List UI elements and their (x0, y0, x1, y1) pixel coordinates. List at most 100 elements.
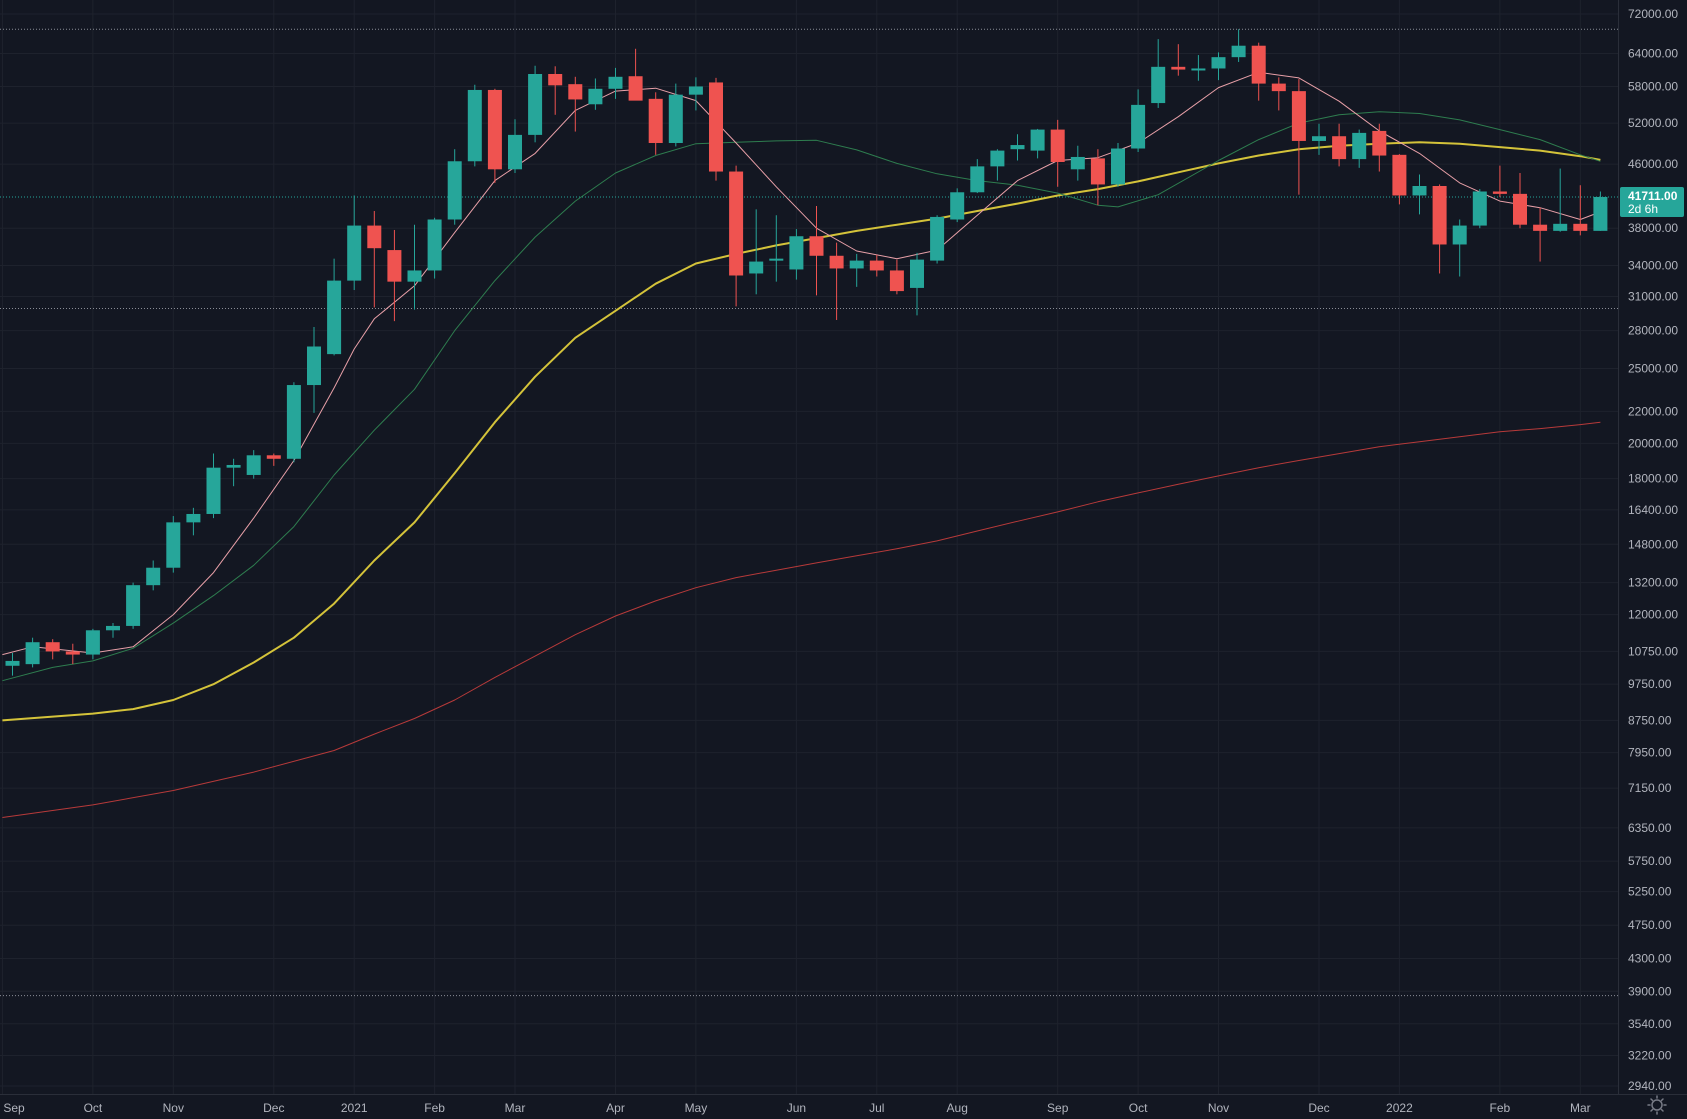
time-axis[interactable]: Sep Oct Nov Dec 2021 Feb Mar Apr May Jun Jul Aug Sep… (0, 1094, 1687, 1116)
candle[interactable] (1432, 184, 1447, 274)
candle[interactable] (206, 453, 221, 519)
candle[interactable] (1553, 168, 1568, 232)
candle[interactable] (990, 149, 1005, 181)
candle[interactable] (226, 458, 241, 487)
candle[interactable] (1452, 219, 1467, 277)
candle[interactable] (1010, 134, 1025, 161)
candle[interactable] (387, 229, 402, 322)
candle[interactable] (1472, 189, 1487, 229)
candle[interactable] (849, 253, 864, 287)
candle[interactable] (508, 119, 522, 174)
candle[interactable] (1533, 207, 1548, 262)
candle[interactable] (1513, 173, 1527, 229)
candle[interactable] (1030, 128, 1045, 159)
candle[interactable] (1131, 89, 1146, 153)
candle[interactable] (367, 211, 382, 308)
candle[interactable] (1332, 123, 1347, 167)
candle[interactable] (1090, 149, 1105, 206)
candle[interactable] (869, 254, 884, 277)
candle[interactable] (1231, 29, 1246, 62)
candle[interactable] (1211, 52, 1226, 81)
candle[interactable] (126, 582, 141, 629)
candle[interactable] (1111, 142, 1125, 187)
candle-body (5, 660, 20, 666)
price-axis[interactable]: 72000.00 64000.00 58000.00 52000.00 46000.00… (1618, 0, 1679, 1094)
candle[interactable] (25, 637, 40, 668)
candle[interactable] (487, 88, 502, 183)
candle-body (1412, 185, 1427, 196)
candle[interactable] (528, 65, 543, 143)
candle[interactable] (286, 382, 301, 463)
candle[interactable] (648, 92, 663, 155)
candle[interactable] (307, 326, 321, 413)
candle[interactable] (146, 560, 161, 591)
moving-average-short-line (2, 71, 1601, 656)
candle[interactable] (709, 77, 723, 181)
candle[interactable] (1070, 145, 1085, 181)
candle[interactable] (1050, 119, 1065, 187)
candle[interactable] (608, 67, 623, 99)
candle[interactable] (447, 149, 462, 225)
candle[interactable] (588, 78, 603, 110)
candle[interactable] (246, 450, 261, 479)
candle[interactable] (5, 652, 20, 676)
candle-body (327, 280, 342, 355)
candle[interactable] (568, 76, 583, 132)
candle[interactable] (186, 507, 201, 536)
candle[interactable] (347, 195, 362, 291)
time-tick-label: Feb (1490, 1101, 1511, 1115)
candle[interactable] (1492, 165, 1507, 198)
candle[interactable] (789, 229, 804, 280)
candle[interactable] (467, 84, 482, 167)
candle[interactable] (769, 215, 784, 282)
candle[interactable] (427, 217, 442, 279)
candle-body (166, 522, 181, 568)
candle-body (85, 630, 100, 655)
candle[interactable] (85, 628, 100, 660)
candle[interactable] (628, 48, 643, 101)
candle[interactable] (1372, 123, 1387, 172)
candle[interactable] (950, 188, 965, 223)
candle[interactable] (548, 66, 563, 115)
candle[interactable] (1271, 77, 1286, 111)
candle[interactable] (688, 77, 703, 111)
candle[interactable] (809, 206, 824, 296)
candle[interactable] (1392, 154, 1407, 205)
candle[interactable] (45, 639, 60, 660)
candle[interactable] (407, 224, 422, 310)
candle[interactable] (1151, 39, 1166, 108)
candle[interactable] (910, 252, 924, 316)
price-tick-label: 20000.00 (1628, 436, 1678, 450)
candle[interactable] (1352, 129, 1367, 168)
candle-body (1050, 129, 1065, 162)
candle-body (246, 455, 261, 475)
candle[interactable] (1412, 174, 1427, 215)
candle[interactable] (327, 258, 342, 356)
price-tick-label: 6350.00 (1628, 821, 1672, 835)
settings-gear-icon[interactable] (1647, 1095, 1667, 1115)
candle[interactable] (1573, 185, 1588, 236)
candle[interactable] (166, 516, 181, 573)
time-tick-label: Jun (787, 1101, 806, 1115)
candle[interactable] (266, 453, 281, 466)
candle[interactable] (749, 209, 764, 295)
candle[interactable] (889, 259, 904, 295)
candle[interactable] (106, 623, 120, 638)
candle[interactable] (65, 643, 80, 665)
candle-body (668, 94, 683, 143)
candle[interactable] (930, 215, 945, 264)
time-tick-label: Aug (947, 1101, 968, 1115)
candle[interactable] (668, 83, 683, 147)
candle-body (930, 216, 945, 261)
candle[interactable] (1251, 42, 1266, 101)
candle[interactable] (1593, 191, 1608, 231)
candle[interactable] (1312, 123, 1326, 155)
candle[interactable] (1291, 79, 1306, 195)
candle[interactable] (970, 159, 985, 194)
candle[interactable] (829, 242, 844, 320)
candle[interactable] (729, 165, 744, 307)
candle[interactable] (1171, 44, 1186, 76)
candle[interactable] (1191, 55, 1206, 81)
candlesticks[interactable] (5, 29, 1608, 676)
